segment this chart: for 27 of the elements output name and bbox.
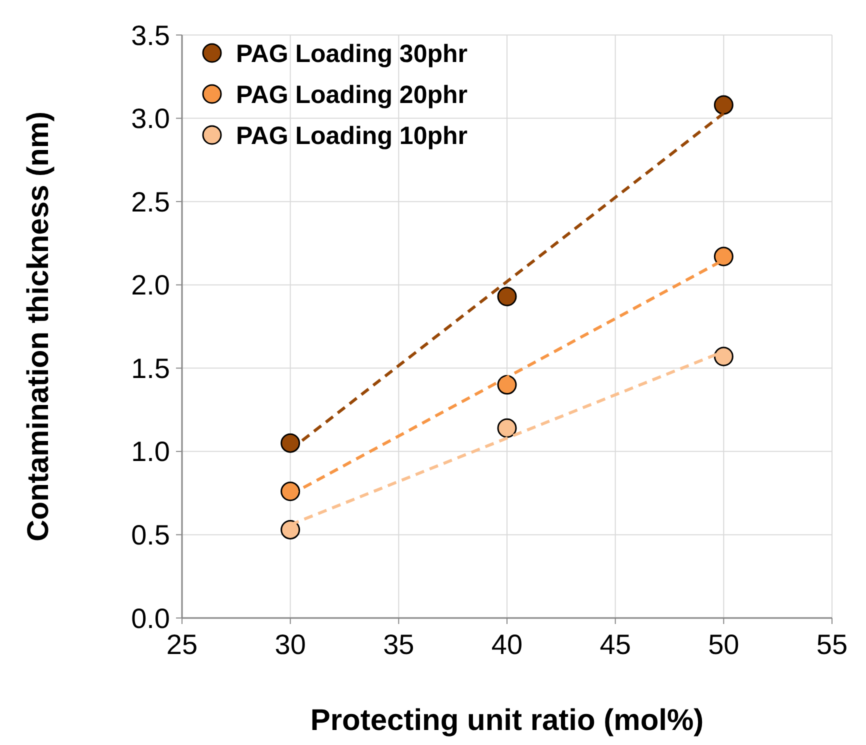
x-tick-label: 35: [383, 629, 414, 660]
y-tick-label: 2.0: [131, 270, 170, 301]
point: [714, 346, 734, 366]
x-tick-label: 40: [491, 629, 523, 660]
legend-label: PAG Loading 10phr: [236, 122, 468, 150]
x-tick-label: 55: [816, 629, 848, 660]
point: [280, 520, 300, 540]
x-tick-label: 30: [274, 629, 306, 660]
point: [497, 418, 517, 438]
y-tick-label: 0.5: [131, 520, 170, 551]
point: [714, 246, 734, 266]
y-axis-title: Contamination thickness (nm): [22, 111, 55, 542]
y-tick-label: 3.5: [131, 20, 170, 51]
point: [714, 95, 734, 115]
point: [497, 375, 517, 395]
point: [497, 286, 517, 306]
y-tick-label: 3.0: [131, 103, 170, 134]
y-tick-label: 1.0: [131, 436, 170, 468]
x-tick-label: 45: [600, 629, 631, 660]
point: [280, 482, 300, 502]
y-tick-label: 2.5: [131, 186, 170, 218]
legend-label: PAG Loading 30phr: [236, 40, 468, 68]
y-tick-label: 1.5: [131, 352, 170, 384]
x-tick-label: 50: [708, 629, 740, 660]
legend-label: PAG Loading 20phr: [236, 80, 468, 109]
x-axis-title: Protecting unit ratio (mol%): [310, 704, 704, 737]
point: [280, 433, 300, 453]
